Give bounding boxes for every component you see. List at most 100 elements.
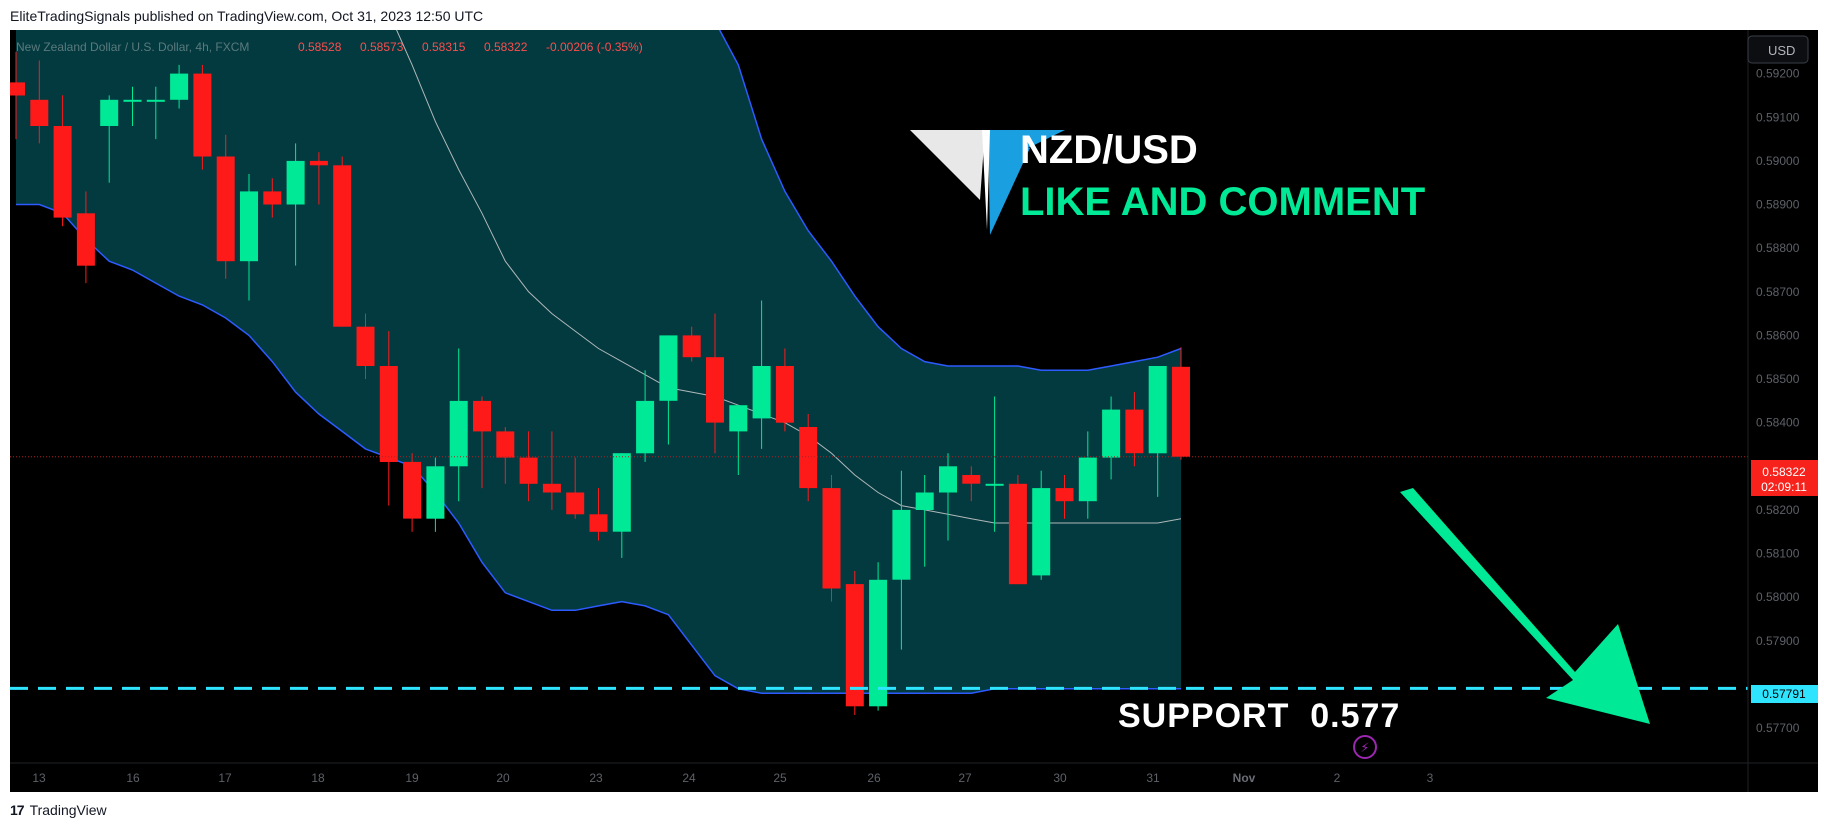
candle — [1055, 475, 1074, 519]
candle — [76, 191, 95, 284]
candle-body — [1125, 409, 1144, 454]
support-badge-bg — [1751, 685, 1818, 703]
legend-open: 0.58528 — [298, 40, 342, 54]
price-badge-price: 0.58322 — [1762, 465, 1806, 479]
candle-body — [240, 191, 258, 262]
candle — [333, 156, 352, 327]
candle-body — [53, 126, 72, 218]
candle-body — [566, 492, 585, 515]
candle-body — [1078, 457, 1097, 502]
candle-body — [822, 488, 841, 589]
time-tick-label: 13 — [32, 771, 46, 785]
candle — [123, 86, 142, 126]
currency-label[interactable]: USD — [1768, 43, 1795, 58]
candle-body — [170, 73, 189, 100]
lightning-icon-ring[interactable] — [1353, 735, 1377, 759]
footer-brand: TradingView — [29, 802, 107, 818]
candle — [496, 427, 515, 484]
price-tick-label: 0.58700 — [1756, 285, 1800, 299]
candle — [869, 562, 888, 711]
event-icon[interactable]: ⚡ — [1353, 735, 1377, 759]
legend-symbol: New Zealand Dollar / U.S. Dollar, 4h, FX… — [16, 40, 249, 54]
candle-body — [1008, 483, 1027, 585]
candle — [30, 60, 49, 144]
candle-body — [1102, 409, 1121, 458]
candle-body — [449, 400, 468, 467]
candlestick-chart[interactable]: NZD/USD LIKE AND COMMENT SUPPORT 0.577 N… — [7, 7, 1818, 792]
candle — [962, 466, 981, 502]
candle — [100, 95, 119, 183]
candle — [542, 431, 561, 510]
brand-logo — [910, 130, 1065, 235]
candle-body — [146, 99, 165, 102]
price-badge-bg — [1751, 460, 1818, 496]
time-tick-label: 16 — [126, 771, 140, 785]
currency-button-bg[interactable] — [1747, 35, 1809, 64]
arrow-shape — [1400, 488, 1650, 724]
time-tick-label: 3 — [1427, 771, 1434, 785]
candle-body — [286, 160, 305, 205]
time-tick-label: 23 — [589, 771, 603, 785]
candle-body — [659, 335, 678, 401]
overlay-subtitle: LIKE AND COMMENT — [1020, 180, 1425, 224]
time-tick-label: 2 — [1334, 771, 1341, 785]
candle — [752, 300, 771, 449]
candle — [379, 331, 398, 506]
candle — [1008, 475, 1027, 585]
candle-body — [263, 191, 282, 205]
candle-body — [962, 475, 981, 484]
candle-body — [7, 82, 25, 96]
candle — [915, 475, 934, 567]
candle-body — [496, 431, 515, 458]
candle — [473, 396, 491, 489]
logo-center — [982, 130, 990, 230]
support-price-badge: 0.57791 — [1751, 685, 1818, 703]
price-tick-label: 0.58200 — [1756, 503, 1800, 517]
candle — [1102, 396, 1121, 480]
support-badge-price: 0.57791 — [1762, 687, 1806, 701]
candle — [7, 51, 25, 140]
candle-body — [799, 427, 818, 489]
candle — [1078, 431, 1097, 519]
candle-body — [939, 466, 957, 493]
price-tick-label: 0.58400 — [1756, 416, 1800, 430]
candle-body — [1148, 366, 1167, 454]
price-axis-bg — [1748, 30, 1818, 792]
candle — [845, 571, 864, 715]
candle — [706, 313, 724, 454]
legend-high: 0.58573 — [360, 40, 404, 54]
candle — [985, 396, 1004, 532]
candle-body — [333, 165, 352, 327]
footer: 17 TradingView — [10, 802, 107, 818]
chart-container[interactable]: NZD/USD LIKE AND COMMENT SUPPORT 0.577 N… — [7, 7, 1818, 792]
candle-body — [519, 457, 538, 484]
candle — [566, 457, 585, 519]
legend-close: 0.58322 — [484, 40, 528, 54]
candle-body — [356, 326, 375, 366]
price-tick-label: 0.57900 — [1756, 634, 1800, 648]
candle — [449, 348, 468, 502]
candle — [822, 475, 841, 602]
price-tick-label: 0.59000 — [1756, 154, 1800, 168]
candle — [939, 453, 957, 541]
candle-body — [636, 400, 655, 454]
logo-left-wing — [910, 130, 985, 200]
lightning-icon[interactable]: ⚡ — [1360, 740, 1369, 755]
candle — [892, 470, 911, 650]
time-tick-label: 31 — [1146, 771, 1160, 785]
candle-body — [30, 99, 49, 126]
candle — [53, 95, 72, 227]
candle-body — [869, 579, 888, 707]
currency-button[interactable]: USD — [1747, 35, 1809, 64]
candle-body — [1032, 488, 1051, 576]
band-fill — [16, 8, 1181, 694]
price-tick-label: 0.59200 — [1756, 67, 1800, 81]
time-tick-label: 30 — [1053, 771, 1067, 785]
candle-body — [216, 156, 235, 262]
legend-change: -0.00206 (-0.35%) — [546, 40, 643, 54]
candle — [1172, 347, 1190, 460]
time-tick-label: 19 — [405, 771, 419, 785]
candle-body — [542, 483, 561, 493]
candle — [403, 453, 422, 532]
candle-body — [100, 99, 119, 126]
